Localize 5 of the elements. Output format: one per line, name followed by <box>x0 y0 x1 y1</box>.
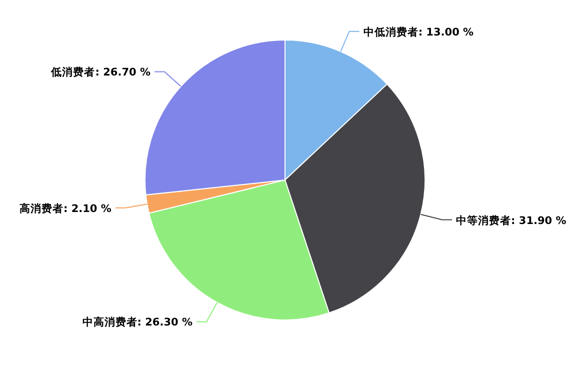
slice-label: 中低消费者: 13.00 % <box>363 25 474 38</box>
slice-label: 中等消费者: 31.90 % <box>456 214 567 227</box>
slice-label: 中高消费者: 26.30 % <box>82 316 193 329</box>
slice-label: 高消费者: 2.10 % <box>19 202 112 215</box>
slice-label: 低消费者: 26.70 % <box>50 66 151 79</box>
